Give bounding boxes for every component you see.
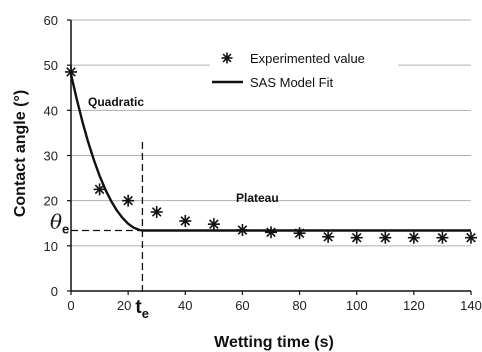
data-point: [93, 183, 106, 196]
legend-label-fit: SAS Model Fit: [250, 75, 333, 90]
data-point: [236, 224, 249, 237]
x-tick-label: 120: [403, 298, 425, 313]
data-point: [207, 218, 220, 231]
y-tick-label: 50: [44, 58, 58, 73]
data-point: [150, 205, 163, 218]
x-tick-label: 0: [67, 298, 74, 313]
t-e-label: te: [135, 297, 149, 321]
data-point: [179, 214, 192, 227]
x-tick-label: 80: [292, 298, 306, 313]
y-tick-label: 40: [44, 103, 58, 118]
data-point: [322, 230, 335, 243]
annotation-plateau: Plateau: [236, 191, 279, 205]
x-tick-label: 40: [178, 298, 192, 313]
x-tick-labels: 0 20 40 60 80 100 120 140: [67, 298, 481, 313]
data-point: [122, 194, 135, 207]
y-tick-label: 10: [44, 239, 58, 254]
theta-e-label: θe: [50, 209, 69, 236]
y-tick-label: 20: [44, 194, 58, 209]
grid-lines: [71, 19, 471, 247]
experimental-series: [65, 65, 477, 244]
legend-label-experimented: Experimented value: [250, 51, 365, 66]
x-tick-label: 100: [346, 298, 368, 313]
data-point: [379, 231, 392, 244]
data-point: [350, 231, 363, 244]
theta-subscript: e: [62, 221, 69, 236]
data-point: [465, 231, 477, 244]
legend-asterisk: [221, 52, 233, 64]
fit-series: [69, 73, 471, 232]
reference-lines: [71, 141, 144, 293]
x-axis-title: Wetting time (s): [214, 334, 334, 351]
data-point: [65, 65, 77, 78]
y-axis-title: Contact angle (°): [12, 90, 29, 217]
annotation-quadratic: Quadratic: [88, 95, 144, 109]
data-point: [265, 226, 277, 239]
y-tick-label: 60: [44, 13, 58, 28]
y-tick-labels: 0 10 20 30 40 50 60: [44, 13, 58, 299]
fit-curve: [69, 73, 471, 232]
y-tick-label: 30: [44, 149, 58, 164]
t-symbol: t: [135, 297, 142, 318]
data-point: [293, 227, 306, 240]
x-tick-label: 60: [235, 298, 249, 313]
data-point: [436, 231, 449, 244]
axes: [67, 19, 472, 295]
legend-marker-experimented: [221, 52, 233, 64]
y-tick-label: 0: [51, 284, 58, 299]
x-tick-label: 140: [460, 298, 482, 313]
t-subscript: e: [142, 306, 149, 321]
x-tick-label: 20: [117, 298, 131, 313]
theta-symbol: θ: [50, 209, 62, 233]
legend: Experimented value SAS Model Fit: [212, 51, 365, 90]
data-point: [407, 231, 420, 244]
